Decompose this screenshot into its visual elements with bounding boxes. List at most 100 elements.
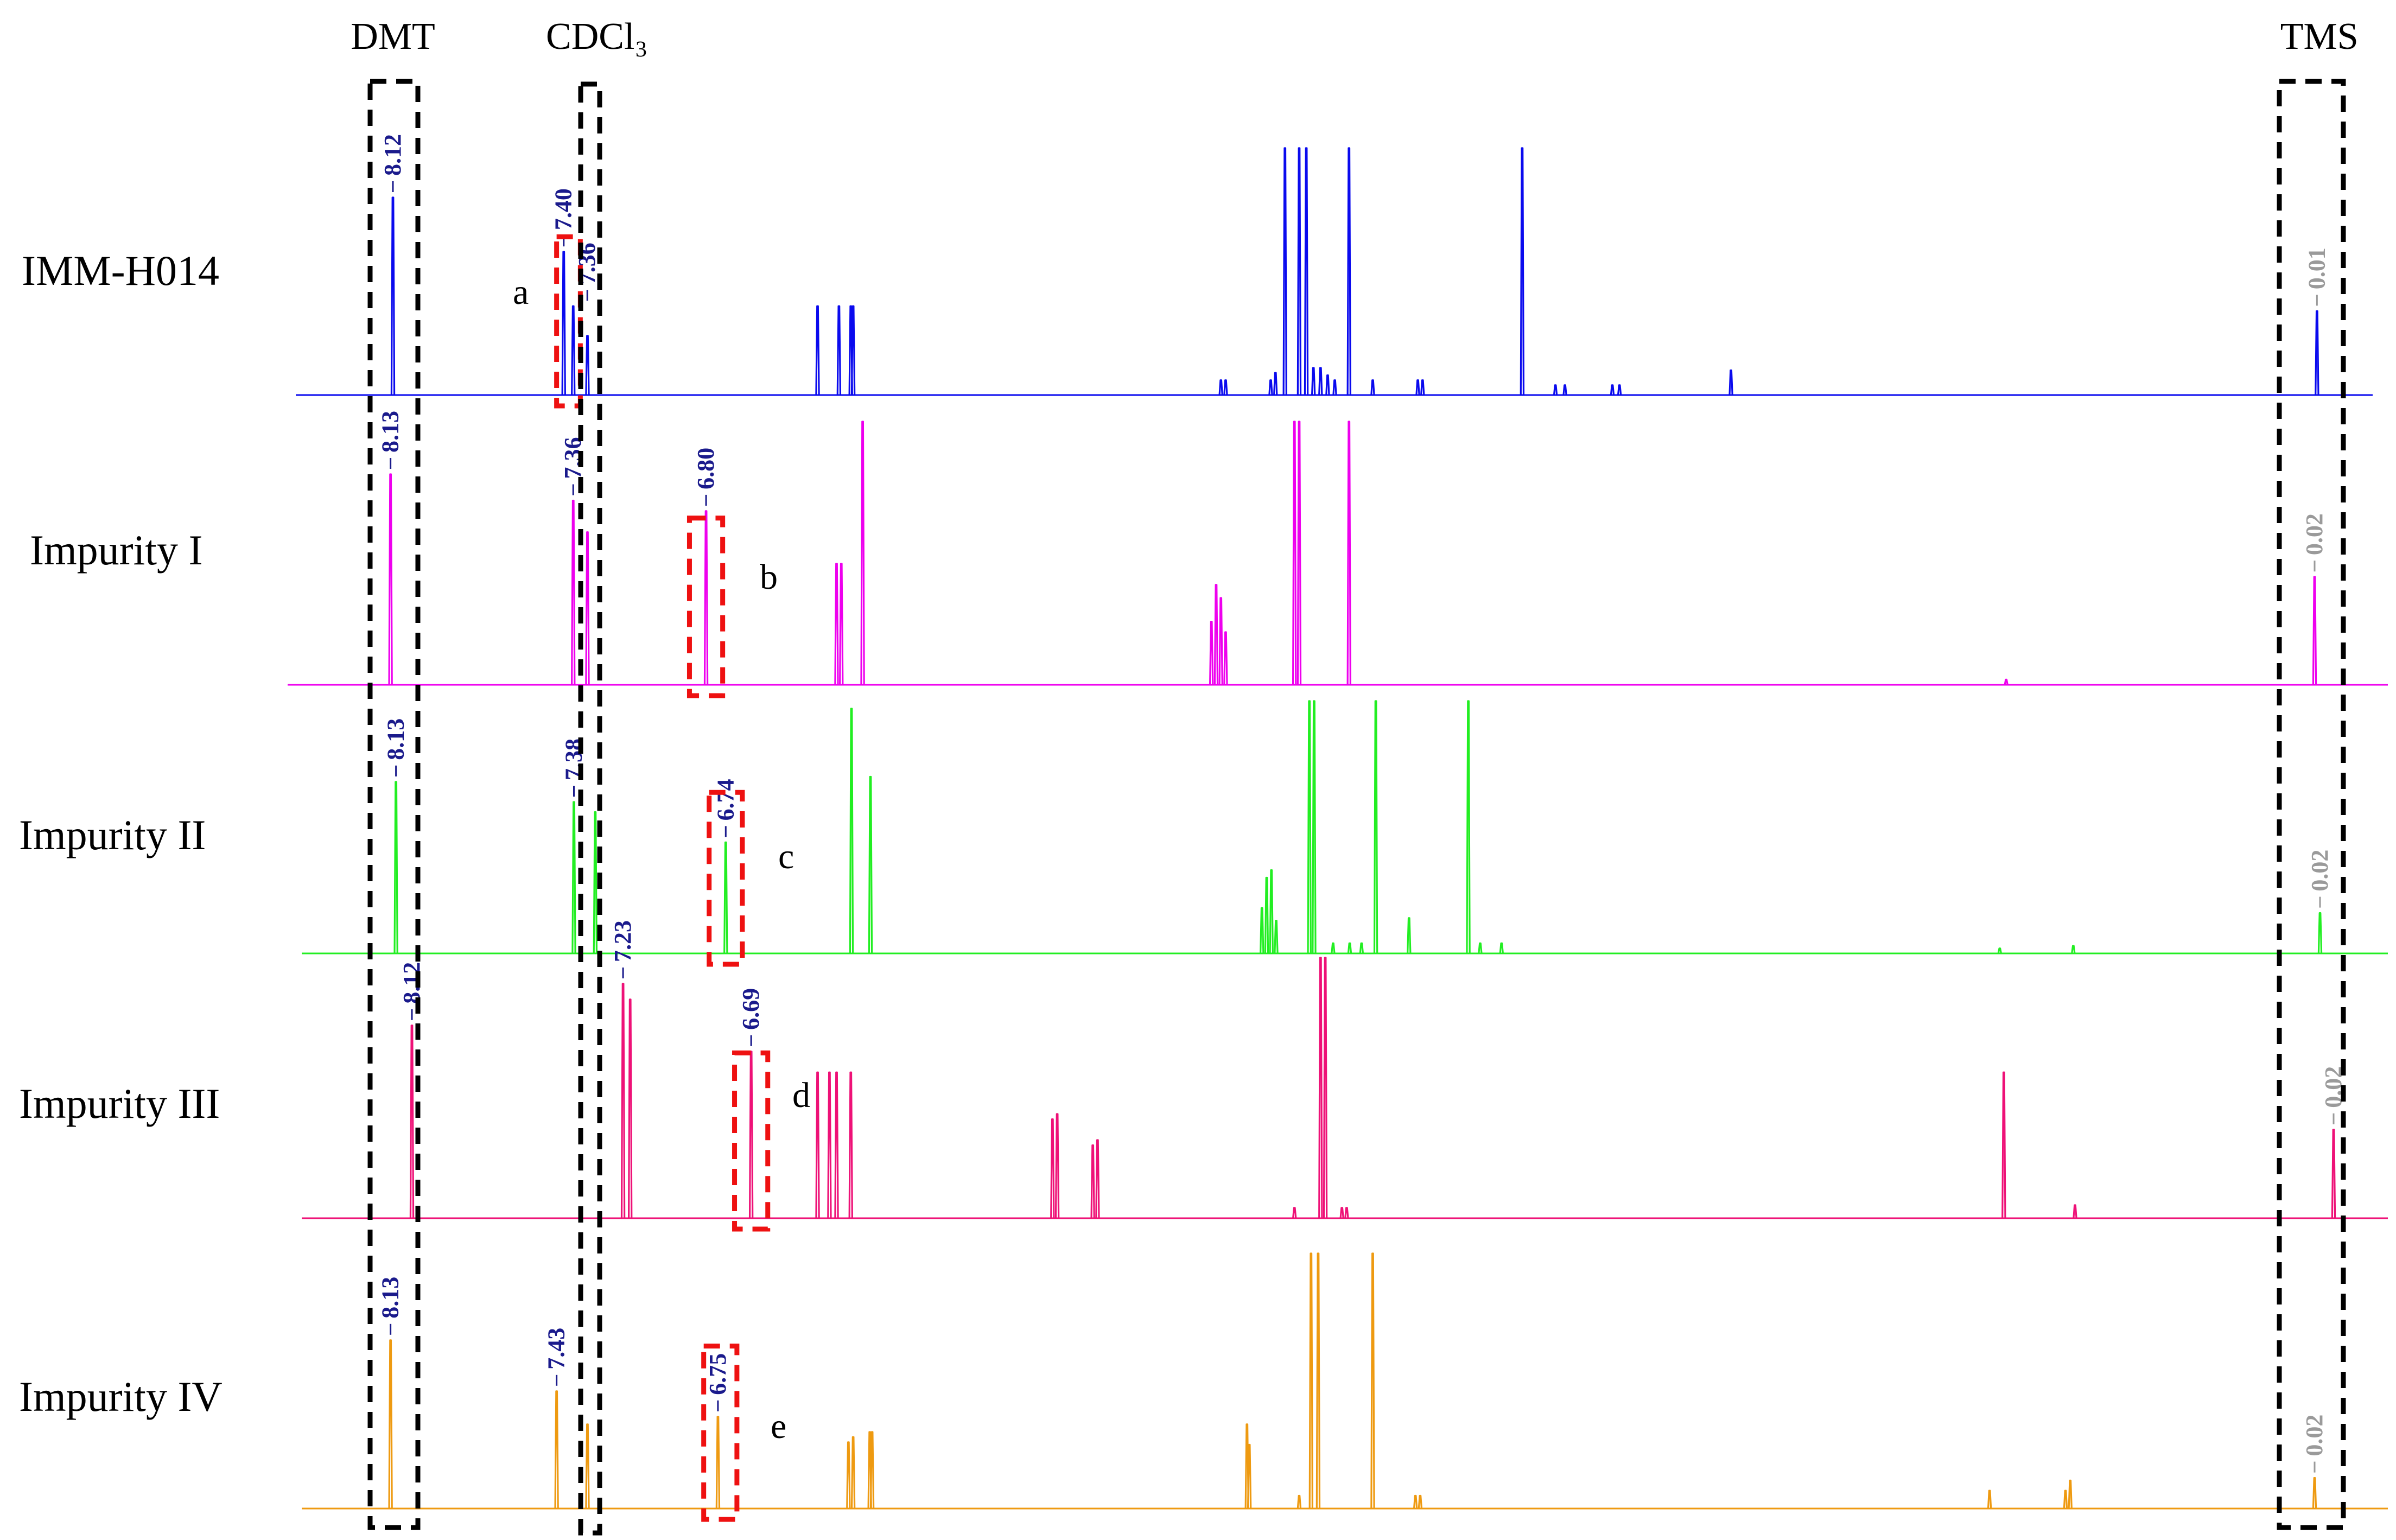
- spectrum-impurity-iii: 8.127.236.690.02: [302, 920, 2388, 1219]
- peak-impurity-iv-14: [1413, 1494, 1418, 1509]
- peak-impurity-i-10: [1223, 631, 1228, 685]
- spectrum-imm-h014: 8.12 7.40 7.36 0.01: [296, 134, 2373, 396]
- peak-imm-h014-8: [1218, 379, 1223, 396]
- dmt-region-box: [367, 79, 421, 1530]
- peak-impurity-ii-14: [1359, 942, 1364, 954]
- peak-imm-h014-5: [836, 305, 842, 396]
- peak-impurity-ii-9: [1274, 919, 1279, 954]
- peak-impurity-i-1: [571, 499, 576, 685]
- peak-impurity-iii-19: [2331, 1129, 2336, 1219]
- peak-impurity-iv-2: [585, 1423, 590, 1509]
- peak-impurity-i-6: [860, 421, 865, 685]
- peak-impurity-i-2: [585, 531, 590, 685]
- peak-impurity-iv-15: [1418, 1494, 1423, 1509]
- peak-imm-h014-26: [1610, 384, 1615, 396]
- peak-impurity-ii-21: [2071, 945, 2076, 954]
- peak-impurity-ii-11: [1312, 700, 1317, 954]
- peak-imm-h014-22: [1420, 379, 1425, 396]
- spectrum-impurity-iv: 8.13 7.43 6.75 0.02: [302, 1252, 2388, 1510]
- peak-imm-h014-2: [571, 305, 576, 396]
- row-label-impurity-iv: Impurity IV: [19, 1373, 223, 1420]
- peak-impurity-iii-11: [1095, 1139, 1100, 1219]
- peak-impurity-iv-10: [1296, 1494, 1302, 1509]
- peak-label-impurity-ii-3: 6.74: [712, 779, 739, 820]
- peak-label-impurity-i-3: 6.80: [692, 448, 719, 489]
- peak-impurity-iii-10: [1090, 1144, 1095, 1219]
- peak-impurity-i-9: [1218, 597, 1223, 685]
- peak-impurity-iv-12: [1315, 1252, 1321, 1509]
- peak-impurity-ii-22: [2317, 912, 2323, 954]
- peak-impurity-iii-5: [827, 1071, 832, 1219]
- peak-impurity-i-8: [1213, 584, 1219, 685]
- peak-impurity-ii-12: [1331, 942, 1336, 954]
- peak-imm-h014-15: [1311, 367, 1316, 396]
- tms-region-box: [2277, 79, 2346, 1530]
- peak-imm-h014-11: [1273, 372, 1278, 396]
- peak-impurity-iv-18: [2068, 1479, 2073, 1509]
- peak-impurity-iii-14: [1323, 957, 1328, 1219]
- peak-imm-h014-9: [1223, 379, 1228, 396]
- peak-impurity-ii-7: [1264, 876, 1269, 954]
- row-label-imm-h014: IMM-H014: [22, 247, 219, 294]
- highlight-letter-c: c: [778, 837, 794, 876]
- peak-impurity-ii-6: [1260, 907, 1264, 954]
- region-label-tms: TMS: [2280, 16, 2359, 58]
- row-label-impurity-ii: Impurity II: [19, 811, 206, 858]
- highlight-letter-d: d: [792, 1076, 810, 1115]
- peak-imm-h014-1: [561, 251, 566, 396]
- peak-impurity-ii-15: [1373, 700, 1378, 954]
- peak-imm-h014-16: [1318, 367, 1323, 396]
- peak-label-impurity-iii-0: 8.12: [398, 962, 425, 1004]
- peak-imm-h014-20: [1370, 379, 1375, 396]
- spectra-layer: 8.127.407.36 0.018.137.36 6.800.028.13 7.38…: [288, 134, 2388, 1510]
- peak-imm-h014-18: [1332, 379, 1337, 396]
- peak-imm-h014-24: [1553, 384, 1558, 396]
- peak-label-impurity-i-15: 0.02: [2301, 513, 2328, 555]
- peak-impurity-iii-13: [1318, 957, 1323, 1219]
- peak-imm-h014-0: [390, 196, 396, 396]
- peak-impurity-i-12: [1296, 421, 1302, 685]
- highlight-letter-b: b: [760, 557, 778, 597]
- peak-impurity-i-4: [834, 563, 839, 685]
- peak-impurity-iv-19: [2312, 1477, 2317, 1509]
- peak-label-imm-h014-0: 8.12: [379, 134, 406, 176]
- row-label-impurity-iii: Impurity III: [19, 1080, 220, 1127]
- label-layer: DMT CDCl₃ TMS IMM-H014 a Impurity I b Impurity …: [19, 16, 2359, 1446]
- row-label-impurity-i: Impurity I: [30, 526, 202, 574]
- peak-impurity-iii-6: [834, 1071, 839, 1219]
- highlight-box-c: [707, 790, 745, 967]
- peak-impurity-iv-11: [1308, 1252, 1314, 1509]
- peak-impurity-iv-5: [850, 1436, 856, 1509]
- peak-impurity-i-13: [1346, 421, 1351, 685]
- peak-impurity-iii-2: [627, 998, 633, 1219]
- highlight-box-e: [701, 1344, 740, 1522]
- peak-imm-h014-12: [1282, 147, 1287, 396]
- peak-imm-h014-17: [1325, 374, 1330, 396]
- peak-impurity-ii-5: [868, 775, 873, 954]
- peak-imm-h014-25: [1562, 384, 1567, 396]
- highlight-letter-a: a: [513, 272, 529, 312]
- peak-impurity-ii-16: [1407, 917, 1412, 954]
- peak-impurity-ii-17: [1466, 700, 1471, 954]
- peak-label-impurity-i-0: 8.13: [377, 411, 404, 453]
- peak-imm-h014-7: [850, 305, 856, 396]
- peak-impurity-i-3: [703, 510, 709, 685]
- peak-imm-h014-14: [1304, 147, 1309, 396]
- peak-impurity-iii-1: [620, 983, 626, 1219]
- peak-impurity-ii-8: [1269, 869, 1274, 954]
- peak-imm-h014-13: [1296, 147, 1302, 396]
- peak-impurity-iv-1: [554, 1390, 559, 1509]
- peak-imm-h014-28: [1728, 369, 1733, 396]
- peak-impurity-i-14: [2004, 678, 2009, 685]
- peak-impurity-i-15: [2312, 576, 2317, 685]
- highlight-letter-e: e: [771, 1407, 786, 1446]
- peak-imm-h014-10: [1268, 379, 1273, 396]
- peak-impurity-i-0: [388, 473, 393, 685]
- peak-impurity-iii-3: [748, 1051, 754, 1219]
- peak-impurity-iii-12: [1292, 1207, 1297, 1219]
- peak-impurity-ii-20: [1997, 947, 2003, 954]
- peak-impurity-iv-9: [1247, 1443, 1252, 1509]
- peak-impurity-ii-3: [723, 841, 728, 954]
- peak-imm-h014-21: [1415, 379, 1420, 396]
